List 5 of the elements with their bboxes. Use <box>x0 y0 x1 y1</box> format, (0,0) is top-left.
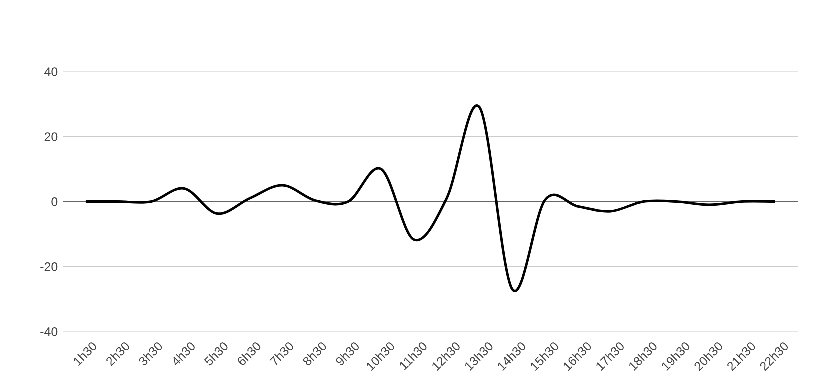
y-tick-label: -20 <box>40 262 58 272</box>
y-tick-label: 40 <box>44 68 58 76</box>
y-tick-label: -40 <box>40 328 58 336</box>
y-tick-label: 20 <box>44 132 58 142</box>
y-tick-label: 0 <box>52 198 58 206</box>
